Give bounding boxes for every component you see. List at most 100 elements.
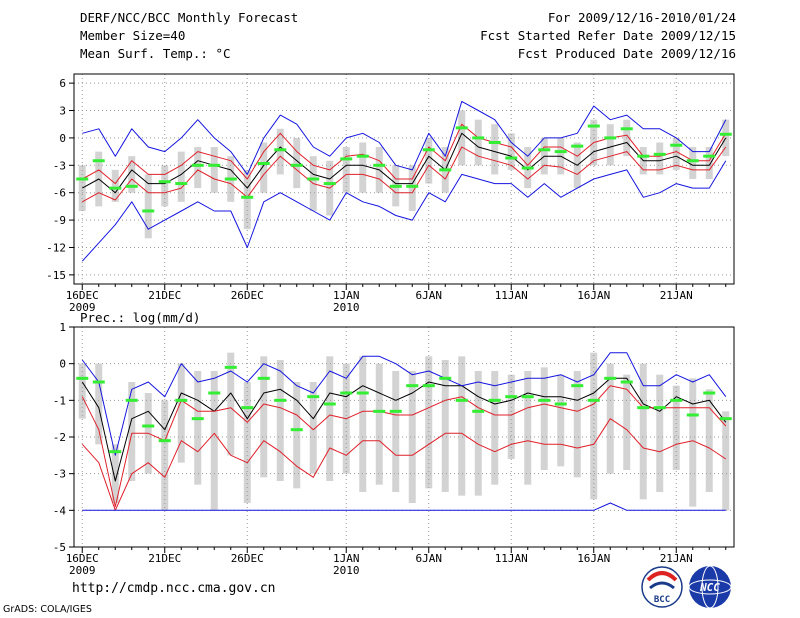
prec-observation-marker bbox=[703, 391, 716, 395]
prec-observation-marker bbox=[323, 402, 336, 406]
prec-ensemble-box bbox=[243, 382, 251, 503]
temp-x-tick-label: 6JAN bbox=[416, 289, 443, 302]
temp-ensemble-box bbox=[342, 147, 350, 193]
temp-y-tick-label: 3 bbox=[59, 105, 66, 118]
temp-observation-marker bbox=[637, 154, 650, 158]
prec-observation-marker bbox=[521, 395, 534, 399]
temp-observation-marker bbox=[241, 195, 254, 199]
prec-ensemble-box bbox=[458, 356, 466, 496]
prec-observation-marker bbox=[175, 398, 188, 402]
temp-ensemble-box bbox=[276, 128, 284, 175]
temp-observation-marker bbox=[587, 124, 600, 128]
temp-x-tick-label: 1JAN bbox=[333, 289, 360, 302]
prec-observation-marker bbox=[670, 398, 683, 402]
temp-observation-marker bbox=[290, 163, 303, 167]
temp-y-tick-label: -15 bbox=[46, 269, 66, 282]
temp-x-tick-year-label: 2009 bbox=[69, 301, 96, 314]
prec-plot-frame bbox=[73, 326, 735, 548]
temp-observation-marker bbox=[686, 159, 699, 163]
temp-observation-marker bbox=[340, 157, 353, 161]
prec-ensemble-box bbox=[128, 382, 136, 481]
prec-observation-marker bbox=[142, 424, 155, 428]
prec-ensemble-box bbox=[573, 371, 581, 478]
footer-credit: GrADS: COLA/IGES bbox=[3, 604, 92, 615]
prec-observation-marker bbox=[125, 398, 138, 402]
prec-ensemble-box bbox=[557, 374, 565, 467]
temp-ensemble-box bbox=[491, 124, 499, 175]
temp-ensemble-box bbox=[689, 147, 697, 179]
temp-ensemble-box bbox=[408, 165, 416, 211]
temp-plot-frame bbox=[73, 73, 735, 285]
prec-ensemble-box bbox=[474, 371, 482, 496]
prec-ensemble-box bbox=[540, 367, 548, 470]
prec-ensemble-box bbox=[194, 371, 202, 485]
temp-observation-marker bbox=[76, 177, 89, 181]
prec-observation-marker bbox=[389, 409, 402, 413]
prec-ensemble-box bbox=[441, 360, 449, 492]
temp-ensemble-box bbox=[177, 151, 185, 202]
temp-y-tick-label: -9 bbox=[53, 214, 66, 227]
prec-ensemble-box bbox=[590, 352, 598, 500]
temp-ensemble-box bbox=[656, 142, 664, 175]
prec-ensemble-box bbox=[524, 371, 532, 485]
temp-observation-marker bbox=[356, 154, 369, 158]
prec-observation-marker bbox=[538, 398, 551, 402]
prec-y-tick-label: -5 bbox=[53, 541, 66, 554]
prec-ensemble-box bbox=[623, 374, 631, 470]
temp-x-tick-label: 21JAN bbox=[660, 289, 693, 302]
temp-ensemble-box bbox=[161, 165, 169, 207]
temp-observation-marker bbox=[373, 163, 386, 167]
temp-ensemble-box bbox=[144, 174, 152, 239]
chart-title: DERF/NCC/BCC Monthly Forecast bbox=[80, 10, 299, 25]
temp-ensemble-box bbox=[293, 137, 301, 189]
temp-y-tick-label: 6 bbox=[59, 77, 66, 90]
temp-observation-marker bbox=[488, 140, 501, 144]
temp-observation-marker bbox=[191, 163, 204, 167]
temp-observation-marker bbox=[307, 177, 320, 181]
precipitation-panel-title: Prec.: log(mm/d) bbox=[80, 310, 201, 325]
prec-observation-marker bbox=[422, 384, 435, 388]
temp-ensemble-box bbox=[78, 165, 86, 211]
prec-y-tick-label: -2 bbox=[53, 431, 66, 444]
prec-ensemble-box bbox=[309, 382, 317, 474]
prec-observation-marker bbox=[241, 406, 254, 410]
prec-ensemble-box bbox=[210, 371, 218, 511]
bcc-logo-text: BCC bbox=[654, 595, 670, 605]
temp-observation-marker bbox=[439, 168, 452, 172]
prec-observation-marker bbox=[455, 398, 468, 402]
temp-observation-marker bbox=[257, 161, 270, 165]
prec-observation-marker bbox=[224, 365, 237, 369]
prec-ensemble-box bbox=[95, 363, 103, 445]
member-size: Member Size=40 bbox=[80, 28, 186, 43]
temp-ensemble-box bbox=[111, 169, 119, 202]
temp-observation-marker bbox=[158, 180, 171, 184]
prec-ensemble-box bbox=[293, 382, 301, 489]
prec-observation-marker bbox=[653, 406, 666, 410]
prec-x-tick-label: 16DEC bbox=[66, 552, 99, 565]
prec-y-tick-label: -4 bbox=[53, 504, 67, 517]
prec-y-tick-label: 0 bbox=[59, 358, 66, 371]
temp-observation-marker bbox=[604, 136, 617, 140]
temp-observation-marker bbox=[175, 182, 188, 186]
forecast-produced-date: Fcst Produced Date 2009/12/16 bbox=[517, 46, 736, 61]
temp-x-tick-label: 16DEC bbox=[66, 289, 99, 302]
prec-ensemble-box bbox=[705, 389, 713, 492]
prec-observation-marker bbox=[472, 409, 485, 413]
prec-observation-marker bbox=[637, 406, 650, 410]
prec-observation-marker bbox=[439, 376, 452, 380]
prec-x-tick-year-label: 2009 bbox=[69, 564, 96, 577]
prec-ensemble-box bbox=[260, 356, 268, 478]
temp-observation-marker bbox=[505, 156, 518, 160]
temp-observation-marker bbox=[554, 150, 567, 154]
temp-observation-marker bbox=[323, 182, 336, 186]
prec-ensemble-box bbox=[507, 374, 515, 459]
temp-x-tick-label: 26DEC bbox=[231, 289, 264, 302]
forecast-period: For 2009/12/16-2010/01/24 bbox=[547, 10, 736, 25]
logos: BCC NCC bbox=[641, 565, 732, 609]
prec-x-tick-label: 1JAN bbox=[333, 552, 360, 565]
prec-x-tick-year-label: 2010 bbox=[333, 564, 360, 577]
prec-ensemble-box bbox=[227, 352, 235, 456]
prec-ensemble-box bbox=[392, 371, 400, 492]
temp-y-tick-label: -12 bbox=[46, 241, 66, 254]
temp-observation-marker bbox=[670, 143, 683, 147]
